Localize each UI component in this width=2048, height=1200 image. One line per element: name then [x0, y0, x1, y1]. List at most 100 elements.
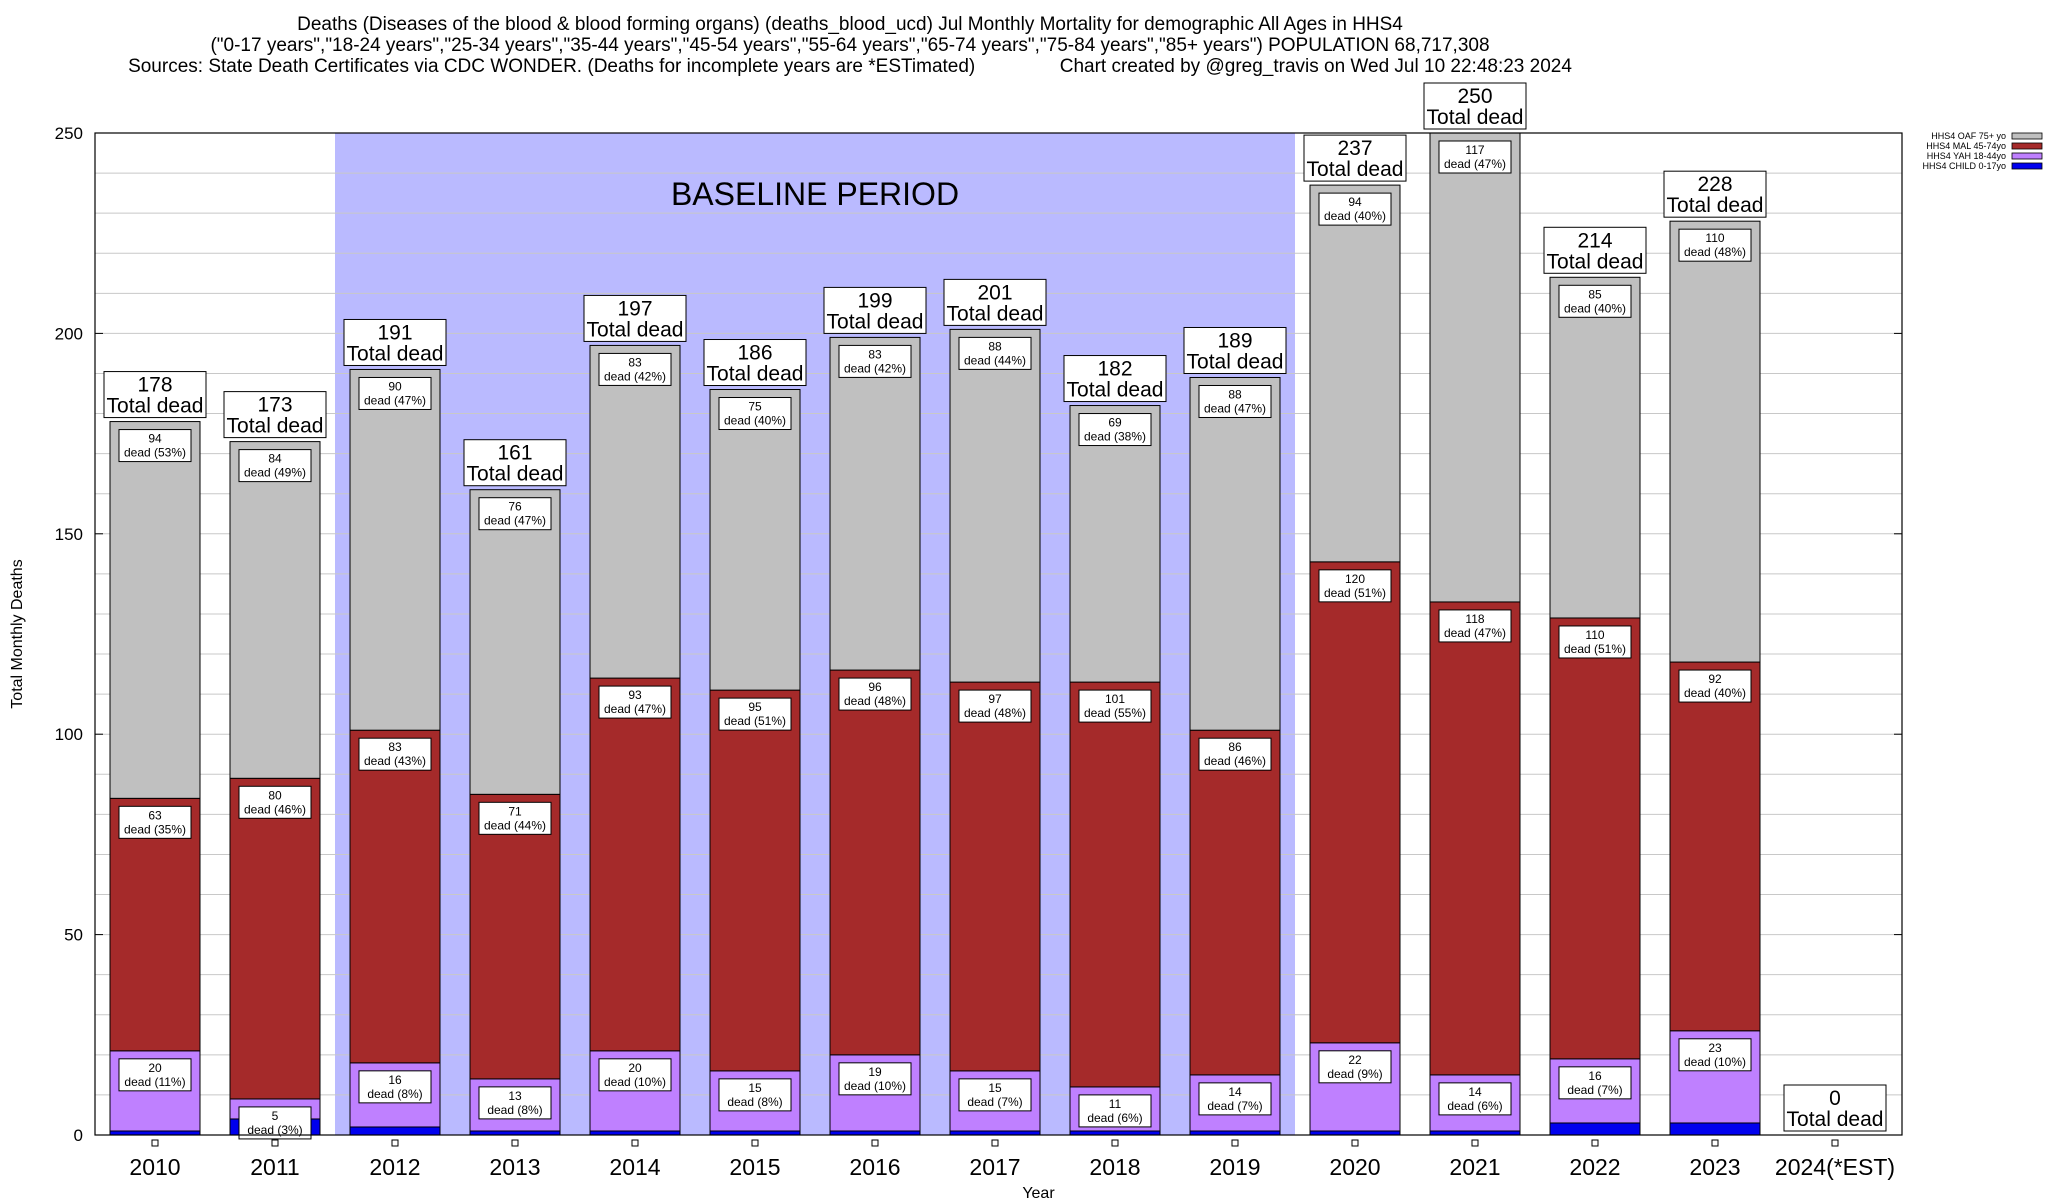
segment-label-pct: dead (40%) — [1324, 209, 1386, 223]
segment-label-count: 14 — [1468, 1085, 1482, 1099]
segment-label-pct: dead (48%) — [1684, 245, 1746, 259]
total-label-box — [1063, 355, 1167, 403]
bar-segment-oaf — [829, 336, 921, 671]
segment-label-count: 15 — [748, 1081, 762, 1095]
segment-label-pct: dead (44%) — [964, 353, 1026, 367]
segment-label-count: 63 — [148, 808, 162, 822]
x-tick-label: 2017 — [969, 1154, 1020, 1180]
segment-label-count: 16 — [388, 1073, 402, 1087]
y-tick-label: 50 — [64, 926, 83, 945]
segment-label-pct: dead (51%) — [1324, 586, 1386, 600]
segment-label-pct: dead (42%) — [604, 369, 666, 383]
total-label-box — [103, 371, 207, 419]
bar-segment-child — [1069, 1130, 1161, 1136]
segment-label-count: 14 — [1228, 1085, 1242, 1099]
total-label-value: 199 — [857, 289, 892, 312]
y-tick-label: 0 — [74, 1126, 83, 1145]
segment-label-pct: dead (40%) — [724, 414, 786, 428]
x-tick-marker — [1831, 1139, 1839, 1147]
legend-entry-label: HHS4 YAH 18-44yo — [1927, 151, 2006, 161]
bar-segment-child — [109, 1130, 201, 1136]
bar-segment-child — [829, 1130, 921, 1136]
segment-label-box — [718, 697, 792, 731]
segment-label-count: 11 — [1109, 1097, 1122, 1111]
segment-label-box — [478, 497, 552, 531]
x-tick-marker — [871, 1139, 879, 1147]
legend-entry-swatch — [2011, 162, 2043, 170]
segment-label-pct: dead (10%) — [844, 1079, 906, 1093]
segment-label-pct: dead (47%) — [484, 514, 546, 528]
bar-segment-oaf — [589, 344, 681, 679]
x-tick-marker — [1591, 1139, 1599, 1147]
total-label-value: 214 — [1577, 229, 1612, 252]
segment-label-pct: dead (40%) — [1564, 301, 1626, 315]
total-label-box — [1543, 226, 1647, 274]
bar-segment-oaf — [1309, 184, 1401, 563]
legend-entry-swatch — [2011, 152, 2043, 160]
segment-label-pct: dead (11%) — [124, 1075, 185, 1089]
segment-label-box — [1078, 689, 1152, 723]
segment-label-count: 83 — [388, 740, 402, 754]
segment-label-pct: dead (6%) — [1087, 1111, 1142, 1125]
segment-label-pct: dead (47%) — [1444, 626, 1506, 640]
segment-label-count: 93 — [628, 688, 642, 702]
x-tick-label: 2023 — [1689, 1154, 1740, 1180]
segment-label-pct: dead (47%) — [604, 702, 666, 716]
segment-label-count: 76 — [508, 500, 522, 514]
segment-label-pct: dead (42%) — [844, 361, 906, 375]
segment-label-box — [838, 677, 912, 711]
total-label-value: 178 — [137, 374, 172, 397]
bar-segment-mal — [1069, 681, 1161, 1088]
total-label-text: Total dead — [1667, 194, 1764, 217]
x-tick-label: 2018 — [1089, 1154, 1140, 1180]
bar-segment-child — [349, 1126, 441, 1136]
chart-title: Deaths (Diseases of the blood & blood fo… — [0, 14, 1700, 77]
segment-label-box — [958, 336, 1032, 370]
total-label-text: Total dead — [1427, 106, 1524, 129]
x-tick-marker — [1351, 1139, 1359, 1147]
segment-label-count: 13 — [508, 1089, 522, 1103]
bar-segment-mal — [1309, 561, 1401, 1044]
bar-segment-oaf — [109, 421, 201, 799]
segment-label-pct: dead (46%) — [1204, 754, 1266, 768]
segment-label-box — [1078, 413, 1152, 447]
bar-segment-mal — [1669, 661, 1761, 1032]
total-label-value: 197 — [617, 297, 652, 320]
bar-segment-mal — [1189, 729, 1281, 1076]
segment-label-box — [358, 737, 432, 771]
segment-label-pct: dead (51%) — [724, 714, 786, 728]
total-label-value: 191 — [377, 321, 412, 344]
segment-label-box — [1438, 1082, 1512, 1116]
baseline-label: BASELINE PERIOD — [671, 176, 959, 212]
x-tick-marker — [1231, 1139, 1239, 1147]
segment-label-box — [838, 1062, 912, 1096]
total-label-box — [823, 286, 927, 334]
segment-label-count: 92 — [1708, 672, 1722, 686]
segment-label-pct: dead (48%) — [964, 706, 1026, 720]
total-label-box — [1183, 326, 1287, 374]
segment-label-box — [238, 449, 312, 483]
segment-label-count: 19 — [868, 1065, 882, 1079]
segment-label-box — [1438, 140, 1512, 174]
x-tick-label: 2020 — [1329, 1154, 1380, 1180]
y-tick-label: 100 — [55, 725, 83, 744]
x-tick-label: 2019 — [1209, 1154, 1260, 1180]
title-line-2: ("0-17 years","18-24 years","25-34 years… — [210, 35, 1490, 56]
plot-border — [94, 132, 1903, 1136]
segment-label-pct: dead (55%) — [1084, 706, 1146, 720]
total-label-box — [463, 439, 567, 487]
x-tick-marker — [271, 1139, 279, 1147]
total-label-box — [343, 318, 447, 366]
total-label-text: Total dead — [107, 395, 204, 418]
y-tick-label: 150 — [55, 525, 83, 544]
segment-label-box — [358, 1070, 432, 1104]
segment-label-pct: dead (40%) — [1684, 686, 1746, 700]
bar-segment-oaf — [709, 389, 801, 691]
segment-label-box — [1678, 228, 1752, 262]
segment-label-pct: dead (44%) — [484, 818, 546, 832]
segment-label-count: 96 — [868, 680, 882, 694]
bar-segment-mal — [469, 793, 561, 1080]
x-tick-marker — [1471, 1139, 1479, 1147]
bar-segment-child — [1189, 1130, 1281, 1136]
x-tick-marker — [991, 1139, 999, 1147]
